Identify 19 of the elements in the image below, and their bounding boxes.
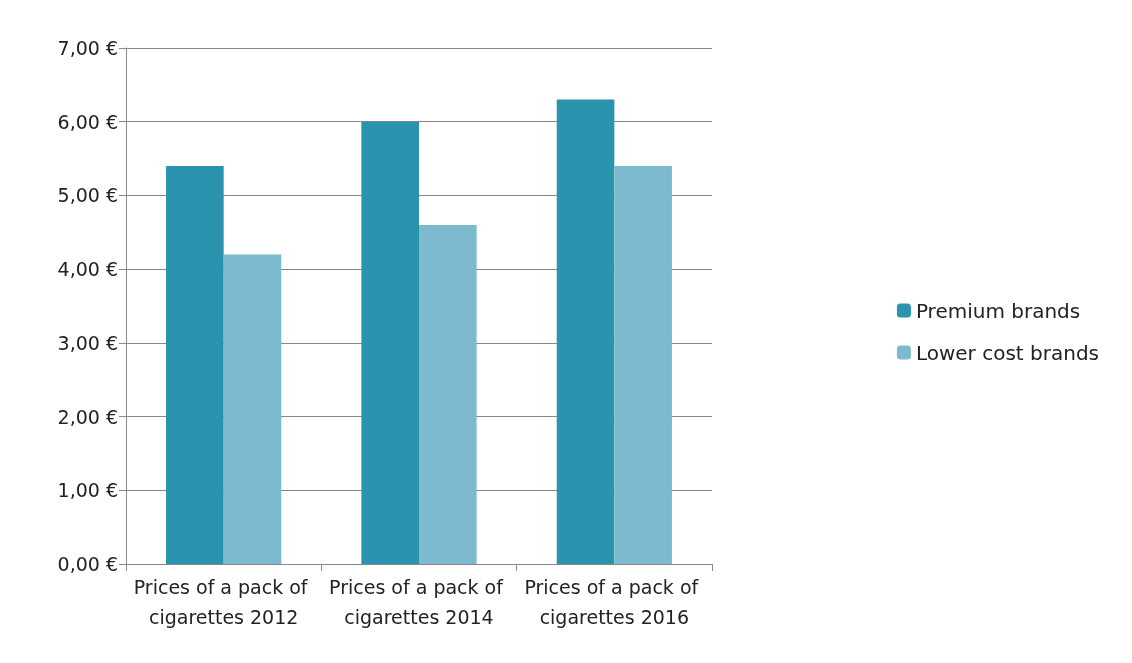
y-tick-label: 5,00 € xyxy=(57,184,118,207)
bar xyxy=(556,99,615,564)
y-tick-label: 2,00 € xyxy=(57,405,118,428)
y-tick-label: 3,00 € xyxy=(57,331,118,354)
bar xyxy=(361,121,419,564)
y-tick-label: 1,00 € xyxy=(57,479,118,502)
y-tick-label: 6,00 € xyxy=(57,110,118,133)
y-tick-label: 4,00 € xyxy=(57,258,118,281)
x-tick-label: Prices of a pack of cigarettes 2012 xyxy=(133,576,314,628)
x-tick-label: Prices of a pack of cigarettes 2016 xyxy=(524,576,705,628)
bar xyxy=(223,254,282,564)
bar xyxy=(166,165,224,564)
y-tick-label: 7,00 € xyxy=(57,37,118,59)
bar xyxy=(419,224,477,564)
y-tick-label: 0,00 € xyxy=(57,553,118,575)
legend-label: Premium brands xyxy=(915,298,1081,323)
x-tick-label: Prices of a pack of cigarettes 2014 xyxy=(329,576,509,628)
legend-label: Lower cost brands xyxy=(915,340,1100,365)
bar xyxy=(614,165,672,564)
